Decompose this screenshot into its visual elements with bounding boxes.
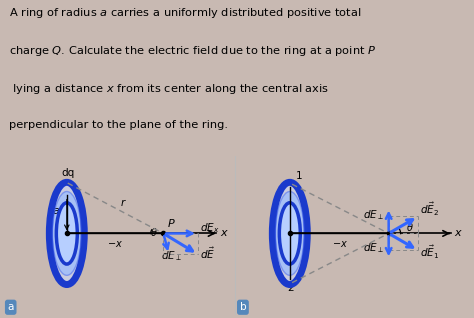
Text: b: b (239, 302, 246, 312)
Text: r: r (120, 198, 124, 208)
Text: A ring of radius $\mathit{a}$ carries a uniformly distributed positive total: A ring of radius $\mathit{a}$ carries a … (9, 6, 362, 20)
Text: $dE_\perp$: $dE_\perp$ (364, 208, 384, 222)
Text: $\theta$: $\theta$ (406, 221, 414, 233)
Text: $d\vec{E}_1$: $d\vec{E}_1$ (420, 244, 439, 261)
Text: charge $\mathit{Q}$. Calculate the electric field due to the ring at a point $\m: charge $\mathit{Q}$. Calculate the elect… (9, 45, 377, 59)
Text: lying a distance $\mathit{x}$ from its center along the central axis: lying a distance $\mathit{x}$ from its c… (9, 82, 329, 96)
Text: $dE_\perp$: $dE_\perp$ (364, 241, 384, 255)
Text: a: a (8, 302, 14, 312)
Text: $d\vec{E}$: $d\vec{E}$ (200, 245, 215, 261)
Text: $-x$: $-x$ (332, 239, 348, 250)
Text: $-x$: $-x$ (107, 239, 123, 250)
Ellipse shape (279, 203, 301, 264)
Text: $dE_\perp$: $dE_\perp$ (161, 250, 182, 263)
Ellipse shape (275, 191, 304, 275)
Text: x: x (220, 228, 227, 238)
Text: P: P (168, 218, 175, 229)
Ellipse shape (49, 182, 84, 285)
Text: x: x (455, 228, 461, 238)
Text: $\theta$: $\theta$ (150, 226, 157, 238)
Text: 2: 2 (288, 283, 294, 293)
Text: perpendicular to the plane of the ring.: perpendicular to the plane of the ring. (9, 121, 228, 130)
Ellipse shape (53, 191, 81, 275)
Ellipse shape (273, 182, 307, 285)
Text: dq: dq (61, 168, 74, 178)
Ellipse shape (56, 203, 77, 264)
Text: $dE_x$: $dE_x$ (200, 221, 219, 235)
Text: a: a (52, 206, 59, 216)
Text: $d\vec{E}_2$: $d\vec{E}_2$ (420, 201, 439, 218)
Text: 1: 1 (295, 170, 302, 181)
